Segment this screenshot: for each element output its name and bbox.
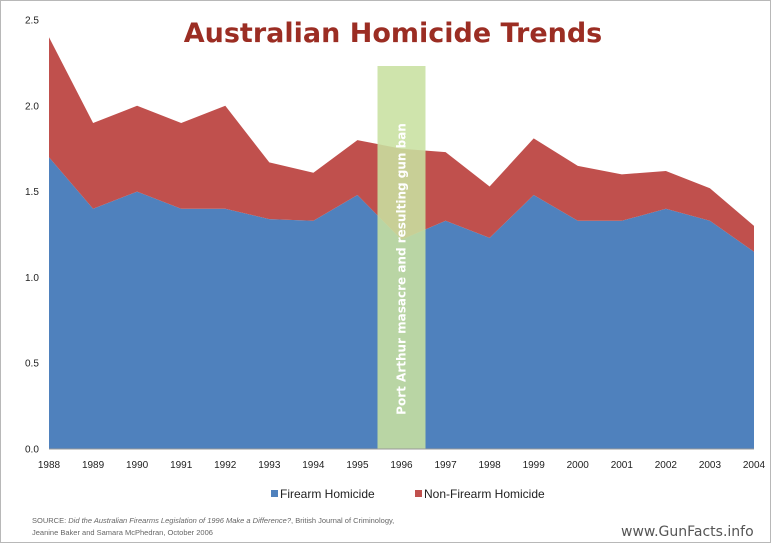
area-non-firearm-homicide bbox=[49, 37, 754, 252]
y-tick-label: 2.0 bbox=[25, 101, 39, 112]
y-tick-label: 0.0 bbox=[25, 445, 39, 456]
source-note: SOURCE: Did the Australian Firearms Legi… bbox=[32, 515, 552, 539]
chart-axes: 0.0 0.5 1.0 1.5 2.0 2.5 1988 1989 1990 1991 1992 19… bbox=[25, 16, 766, 472]
y-tick-label: 2.5 bbox=[25, 16, 39, 27]
source-rest: , British Journal of Criminology, bbox=[291, 516, 395, 525]
port-arthur-annotation: Port Arthur masacre and resulting gun ba… bbox=[377, 66, 426, 449]
x-tick-label: 1992 bbox=[214, 460, 237, 471]
legend-swatch bbox=[271, 490, 278, 497]
watermark: www.GunFacts.info bbox=[621, 524, 754, 540]
x-tick-label: 1998 bbox=[479, 460, 502, 471]
annotation-label: Port Arthur masacre and resulting gun ba… bbox=[395, 123, 409, 415]
legend-swatch bbox=[415, 490, 422, 497]
x-tick-label: 1989 bbox=[82, 460, 105, 471]
x-tick-label: 1996 bbox=[390, 460, 413, 471]
legend-label: Firearm Homicide bbox=[280, 487, 375, 501]
x-tick-label: 1999 bbox=[523, 460, 546, 471]
x-tick-label: 1995 bbox=[346, 460, 369, 471]
source-authors: Jeanine Baker and Samara McPhedran, Octo… bbox=[32, 528, 213, 537]
x-tick-label: 1991 bbox=[170, 460, 193, 471]
y-tick-label: 0.5 bbox=[25, 359, 39, 370]
x-tick-label: 2004 bbox=[743, 460, 766, 471]
x-tick-label: 2002 bbox=[655, 460, 678, 471]
x-tick-label: 1994 bbox=[302, 460, 325, 471]
x-tick-label: 1988 bbox=[38, 460, 61, 471]
x-tick-label: 2000 bbox=[567, 460, 590, 471]
y-tick-label: 1.5 bbox=[25, 187, 39, 198]
chart-title: Australian Homicide Trends bbox=[184, 18, 603, 49]
legend: Firearm Homicide Non-Firearm Homicide bbox=[271, 487, 545, 501]
y-tick-label: 1.0 bbox=[25, 273, 39, 284]
annotation-band bbox=[377, 66, 426, 449]
x-tick-label: 2001 bbox=[611, 460, 634, 471]
source-prefix: SOURCE: bbox=[32, 516, 69, 525]
source-title: Did the Australian Firearms Legislation … bbox=[68, 516, 292, 525]
x-tick-label: 1997 bbox=[434, 460, 457, 471]
legend-label: Non-Firearm Homicide bbox=[424, 487, 545, 501]
x-tick-label: 1990 bbox=[126, 460, 149, 471]
x-tick-label: 2003 bbox=[699, 460, 722, 471]
x-tick-label: 1993 bbox=[258, 460, 281, 471]
